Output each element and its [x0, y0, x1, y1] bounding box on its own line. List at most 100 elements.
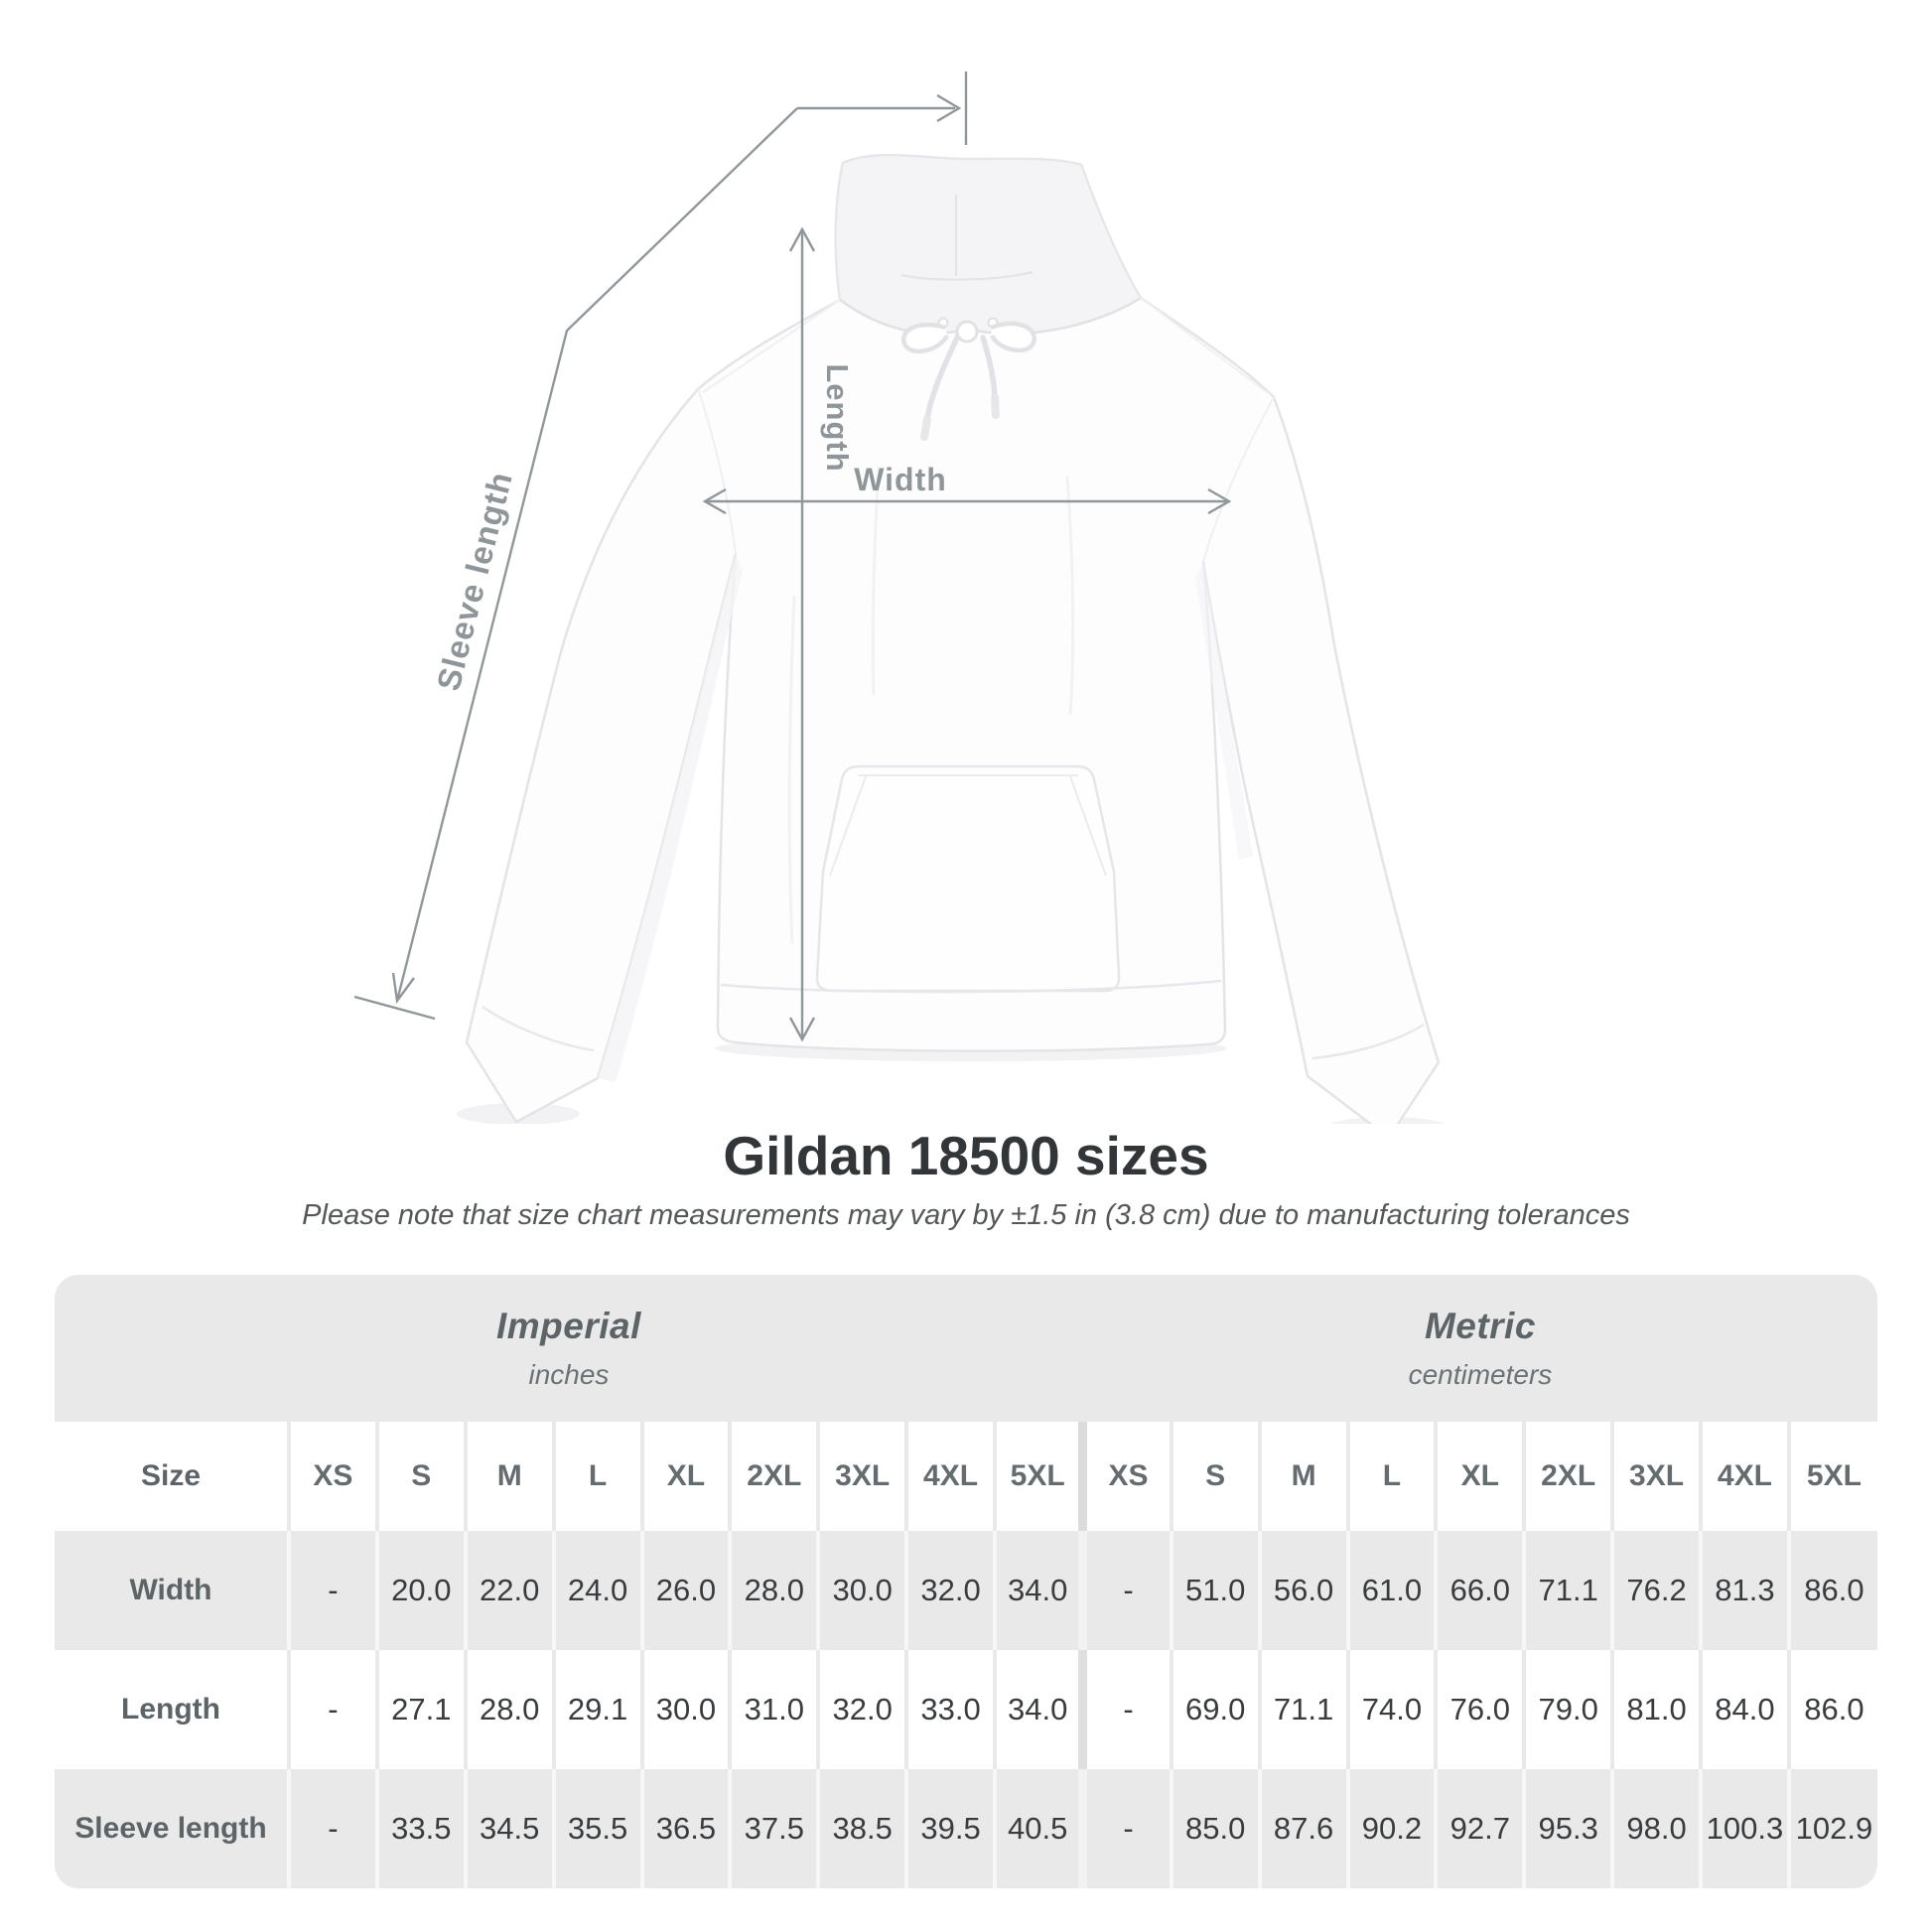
value-cell: 86.0	[1786, 1650, 1877, 1769]
value-cell: 81.3	[1699, 1531, 1789, 1650]
value-cell: -	[287, 1769, 377, 1888]
hood-collar-rim	[839, 296, 1142, 336]
measurement-row-sleeve-length: Sleeve length -33.5 34.5 35.5 36.5 37.5 38.5 39…	[55, 1769, 1877, 1888]
drawstrings	[901, 317, 1036, 441]
size-header-imperial-s: S	[374, 1422, 466, 1531]
value-cell: 69.0	[1169, 1650, 1260, 1769]
value-cell: 76.0	[1434, 1650, 1525, 1769]
size-header-metric-5xl: 5XL	[1786, 1422, 1877, 1531]
size-header-imperial-xl: XL	[639, 1422, 731, 1531]
value-cell: 39.5	[904, 1769, 995, 1888]
value-cell: 87.6	[1257, 1769, 1348, 1888]
value-cell: 85.0	[1169, 1769, 1260, 1888]
sleeve-length-label: Sleeve length	[430, 468, 520, 694]
kangaroo-pocket	[815, 764, 1121, 993]
value-cell: 56.0	[1257, 1531, 1348, 1650]
size-table: Imperial inches Metric centimeters Size …	[55, 1275, 1877, 1888]
value-cell: 34.0	[993, 1650, 1083, 1769]
value-cell: 74.0	[1345, 1650, 1437, 1769]
width-right-arrowhead	[1207, 487, 1232, 515]
unit-group-row: Imperial inches Metric centimeters	[55, 1275, 1877, 1422]
value-cell: 24.0	[551, 1531, 642, 1650]
hoodie-illustration	[465, 153, 1441, 1124]
value-cell: 84.0	[1699, 1650, 1789, 1769]
row-label: Width	[55, 1531, 289, 1650]
sleeve-lead-arrowhead	[936, 93, 962, 123]
value-cell: 51.0	[1169, 1531, 1260, 1650]
size-header-metric-3xl: 3XL	[1610, 1422, 1701, 1531]
sleeve-shading-right	[1195, 562, 1253, 860]
size-header-imperial-m: M	[463, 1422, 554, 1531]
value-cell: 36.5	[639, 1769, 731, 1888]
heading-block: Gildan 18500 sizes Please note that size…	[0, 1126, 1932, 1232]
row-label: Length	[55, 1650, 289, 1769]
value-cell: -	[1078, 1769, 1172, 1888]
value-cell: 33.0	[904, 1650, 995, 1769]
value-cell: 79.0	[1522, 1650, 1613, 1769]
hood-interior	[834, 154, 1143, 336]
value-cell: 26.0	[639, 1531, 731, 1650]
value-cell: 30.0	[816, 1531, 907, 1650]
size-header-imperial-2xl: 2XL	[728, 1422, 819, 1531]
size-header-row: Size XS S M L XL 2XL 3XL 4XL 5XL XS S M L XL 2XL 3XL 4XL…	[55, 1422, 1877, 1531]
seam-lines	[697, 297, 1275, 563]
fabric-folds	[787, 466, 1075, 944]
measurement-row-length: Length -27.1 28.0 29.1 30.0 31.0 32.0 33.0 34.0-…	[55, 1650, 1877, 1769]
value-cell: 61.0	[1345, 1531, 1437, 1650]
value-cell: 34.5	[463, 1769, 554, 1888]
value-cell: 86.0	[1786, 1531, 1877, 1650]
measurement-row-width: Width -20.0 22.0 24.0 26.0 28.0 30.0 32.0 34.0-5…	[55, 1531, 1877, 1650]
value-cell: 35.5	[551, 1769, 642, 1888]
hoodie-body	[465, 153, 1441, 1124]
size-header-imperial-l: L	[551, 1422, 642, 1531]
value-cell: -	[1078, 1531, 1172, 1650]
size-table-container: Imperial inches Metric centimeters Size …	[55, 1275, 1877, 1888]
value-cell: 71.1	[1522, 1531, 1613, 1650]
value-cell: 32.0	[816, 1650, 907, 1769]
value-cell: 98.0	[1610, 1769, 1701, 1888]
metric-group-unit: centimeters	[1408, 1359, 1553, 1390]
value-cell: 40.5	[993, 1769, 1083, 1888]
pocket-stitching	[829, 774, 1107, 877]
value-cell: 34.0	[993, 1531, 1083, 1650]
imperial-group-label: Imperial	[495, 1306, 641, 1346]
value-cell: 81.0	[1610, 1650, 1701, 1769]
value-cell: 30.0	[639, 1650, 731, 1769]
value-cell: 20.0	[374, 1531, 466, 1650]
size-header-imperial-3xl: 3XL	[816, 1422, 907, 1531]
value-cell: 37.5	[728, 1769, 819, 1888]
value-cell: 29.1	[551, 1650, 642, 1769]
value-cell: -	[287, 1531, 377, 1650]
width-label: Width	[854, 462, 947, 497]
size-header-metric-4xl: 4XL	[1699, 1422, 1789, 1531]
metric-group-label: Metric	[1424, 1306, 1536, 1346]
imperial-group-unit: inches	[528, 1359, 610, 1390]
hoodie-measurement-diagram: Sleeve length Length Width	[353, 71, 1446, 1124]
size-header-imperial-4xl: 4XL	[904, 1422, 995, 1531]
size-header-metric-m: M	[1257, 1422, 1348, 1531]
length-bottom-arrowhead	[788, 1017, 816, 1042]
size-header-metric-xs: XS	[1078, 1422, 1172, 1531]
value-cell: 95.3	[1522, 1769, 1613, 1888]
rib-seams	[482, 979, 1425, 1060]
size-header-metric-2xl: 2XL	[1522, 1422, 1613, 1531]
page-title: Gildan 18500 sizes	[723, 1125, 1209, 1186]
size-header-metric-xl: XL	[1434, 1422, 1525, 1531]
value-cell: 31.0	[728, 1650, 819, 1769]
width-left-arrowhead	[702, 487, 727, 515]
metric-group-header: Metric centimeters	[1082, 1275, 1877, 1422]
value-cell: 33.5	[374, 1769, 466, 1888]
value-cell: 102.9	[1786, 1769, 1877, 1888]
sleeve-length-line	[395, 107, 798, 1002]
hood-back-seam-horizontal	[900, 271, 1034, 281]
length-top-arrowhead	[788, 226, 816, 252]
value-cell: 28.0	[463, 1650, 554, 1769]
size-column-header: Size	[55, 1422, 289, 1531]
length-label: Length	[820, 363, 855, 472]
sleeve-shading-left	[598, 554, 743, 1082]
value-cell: 92.7	[1434, 1769, 1525, 1888]
size-header-metric-s: S	[1169, 1422, 1260, 1531]
value-cell: -	[287, 1650, 377, 1769]
size-header-metric-l: L	[1345, 1422, 1437, 1531]
size-header-imperial-5xl: 5XL	[993, 1422, 1083, 1531]
